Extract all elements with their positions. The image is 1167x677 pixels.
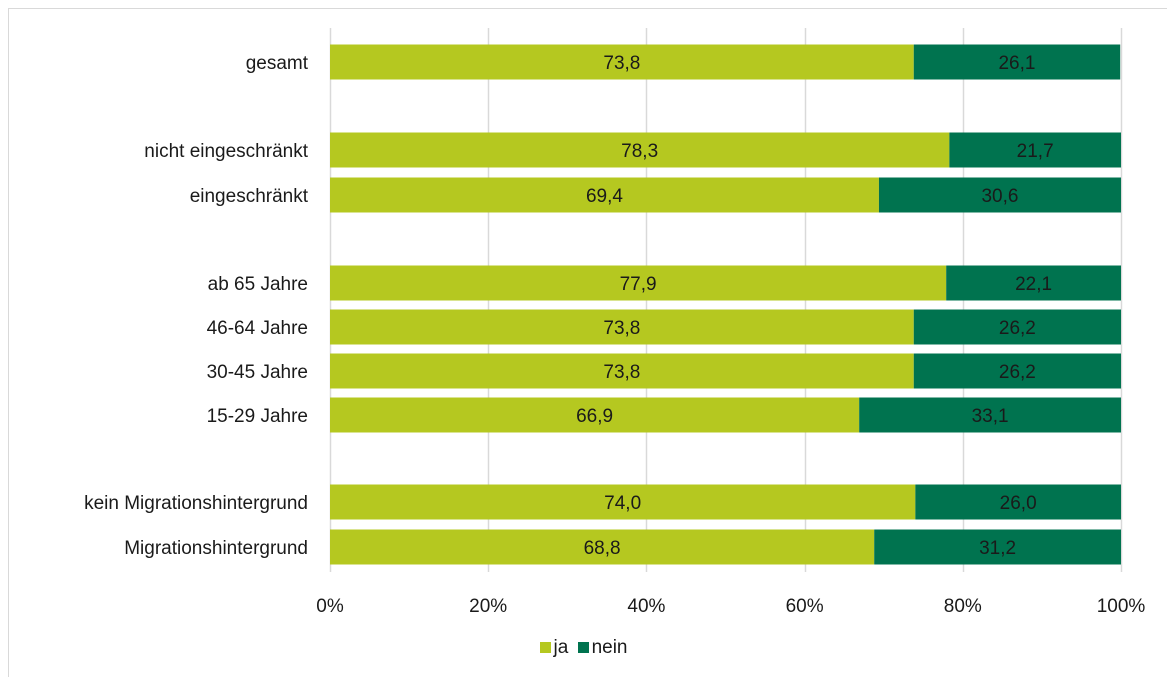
data-label-nein-8: 31,2 xyxy=(979,538,1016,559)
bar-nein-1 xyxy=(949,132,1121,168)
legend-swatch-ja xyxy=(539,642,551,653)
bar-ja-5 xyxy=(330,353,914,389)
legend-swatch-nein xyxy=(577,642,589,653)
legend-label-nein: nein xyxy=(591,637,628,658)
data-label-ja-3: 77,9 xyxy=(620,274,657,295)
data-label-nein-5: 26,2 xyxy=(999,362,1036,383)
bar-nein-4 xyxy=(913,309,1121,345)
data-label-nein-7: 26,0 xyxy=(1000,493,1037,514)
data-label-ja-7: 74,0 xyxy=(604,493,641,514)
bar-ja-6 xyxy=(330,397,860,433)
x-tick-label: 40% xyxy=(627,596,665,617)
data-label-ja-0: 73,8 xyxy=(603,53,640,74)
data-label-ja-4: 73,8 xyxy=(603,318,640,339)
legend-item-nein: nein xyxy=(577,637,628,659)
data-label-nein-2: 30,6 xyxy=(981,186,1018,207)
bar-nein-6 xyxy=(859,397,1121,433)
x-tick-label: 100% xyxy=(1097,596,1146,617)
bar-nein-2 xyxy=(878,177,1121,213)
x-tick-label: 0% xyxy=(316,596,344,617)
data-label-ja-5: 73,8 xyxy=(603,362,640,383)
legend: ja nein xyxy=(0,637,1167,659)
category-label-1: nicht eingeschränkt xyxy=(144,141,308,162)
category-label-2: eingeschränkt xyxy=(190,186,309,207)
category-label-7: kein Migrationshintergrund xyxy=(84,493,308,514)
category-label-8: Migrationshintergrund xyxy=(124,538,308,559)
category-label-6: 15-29 Jahre xyxy=(207,406,308,427)
data-label-ja-1: 78,3 xyxy=(621,141,658,162)
data-label-nein-3: 22,1 xyxy=(1015,274,1052,295)
legend-label-ja: ja xyxy=(553,637,569,658)
category-label-3: ab 65 Jahre xyxy=(208,274,308,295)
category-label-4: 46-64 Jahre xyxy=(207,318,308,339)
bar-nein-0 xyxy=(913,44,1121,80)
bar-ja-2 xyxy=(330,177,879,213)
data-label-ja-2: 69,4 xyxy=(586,186,623,207)
x-tick-label: 80% xyxy=(944,596,982,617)
data-label-ja-8: 68,8 xyxy=(584,538,621,559)
bar-ja-0 xyxy=(330,44,914,80)
data-label-nein-1: 21,7 xyxy=(1017,141,1054,162)
x-tick-label: 60% xyxy=(786,596,824,617)
bar-nein-8 xyxy=(874,529,1121,565)
x-tick-label: 20% xyxy=(469,596,507,617)
category-label-5: 30-45 Jahre xyxy=(207,362,308,383)
data-label-nein-0: 26,1 xyxy=(998,53,1035,74)
bar-nein-3 xyxy=(946,265,1121,301)
legend-item-ja: ja xyxy=(539,637,569,659)
bar-nein-7 xyxy=(915,484,1121,520)
data-label-nein-6: 33,1 xyxy=(972,406,1009,427)
bar-nein-5 xyxy=(913,353,1121,389)
bar-ja-8 xyxy=(330,529,875,565)
chart-frame xyxy=(8,8,1167,677)
data-label-nein-4: 26,2 xyxy=(999,318,1036,339)
data-label-ja-6: 66,9 xyxy=(576,406,613,427)
bar-ja-1 xyxy=(330,132,950,168)
bar-ja-4 xyxy=(330,309,914,345)
category-label-0: gesamt xyxy=(246,53,309,74)
bar-ja-3 xyxy=(330,265,947,301)
bar-ja-7 xyxy=(330,484,916,520)
